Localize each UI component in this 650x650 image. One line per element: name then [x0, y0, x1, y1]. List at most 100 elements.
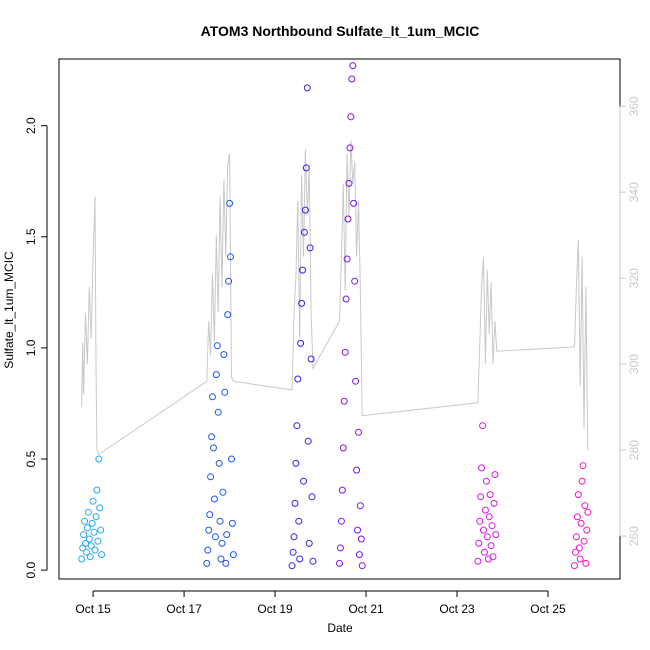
data-point: [353, 466, 361, 474]
data-point: [214, 408, 222, 416]
data-point: [219, 488, 227, 496]
y-tick-label: 1.0: [24, 339, 38, 356]
data-point: [485, 513, 493, 521]
data-point: [571, 562, 578, 570]
data-point: [356, 502, 364, 510]
data-point: [228, 455, 235, 463]
data-point: [491, 471, 499, 479]
data-point: [226, 199, 234, 207]
data-point: [572, 533, 580, 541]
data-point: [481, 548, 488, 556]
y2-tick-label: 360: [627, 96, 641, 116]
data-point: [210, 495, 218, 503]
x-axis: Oct 15 Oct 17 Oct 19 Oct 21 Oct 23 Oct 25: [75, 590, 566, 616]
data-point: [584, 508, 592, 516]
data-point: [573, 513, 581, 521]
data-point: [208, 433, 216, 441]
data-point: [345, 179, 353, 187]
data-point: [480, 526, 487, 534]
data-point: [293, 422, 301, 430]
data-point: [206, 511, 214, 519]
data-point: [224, 311, 232, 319]
data-point: [348, 75, 356, 83]
data-point: [86, 553, 94, 561]
y2-tick-label: 300: [627, 354, 641, 374]
data-point: [486, 491, 494, 499]
data-point: [581, 502, 589, 510]
data-point: [215, 459, 223, 467]
data-point: [84, 508, 92, 516]
data-point: [89, 497, 97, 505]
data-point: [90, 528, 98, 536]
data-point: [481, 506, 489, 514]
series-1: [78, 455, 106, 563]
y-tick-label: 0.0: [24, 561, 38, 578]
data-point: [336, 544, 344, 552]
data-point: [482, 477, 490, 485]
data-point: [291, 499, 299, 507]
data-point: [305, 539, 313, 547]
series-4: [336, 62, 366, 570]
data-point: [572, 548, 579, 556]
data-point: [580, 537, 588, 545]
data-point: [97, 526, 105, 534]
chart-title: ATOM3 Northbound Sulfate_lt_1um_MCIC: [201, 23, 480, 39]
data-point: [98, 551, 106, 559]
x-tick-label: Oct 15: [75, 602, 111, 616]
data-point: [349, 62, 357, 70]
data-point: [358, 562, 366, 570]
data-point: [83, 524, 91, 532]
y-tick-label: 2.0: [24, 117, 38, 134]
x-tick-label: Oct 17: [166, 602, 202, 616]
data-point: [289, 548, 297, 556]
data-point: [209, 393, 216, 401]
data-point: [308, 493, 316, 501]
data-point: [290, 533, 298, 541]
y-axis: 0.0 0.5 1.0 1.5 2.0: [24, 117, 48, 578]
data-point: [220, 351, 228, 359]
data-point: [221, 388, 229, 396]
data-point: [204, 546, 212, 554]
data-point: [336, 559, 343, 567]
data-point: [487, 542, 495, 550]
data-point: [337, 517, 345, 525]
data-point: [577, 519, 585, 527]
y-tick-label: 1.5: [24, 228, 38, 245]
data-point: [490, 499, 498, 507]
data-point: [205, 526, 213, 534]
data-point: [91, 546, 99, 554]
data-point: [295, 517, 303, 525]
data-point: [95, 455, 103, 463]
data-point: [350, 199, 358, 207]
data-point: [216, 517, 224, 525]
data-point: [288, 562, 296, 570]
data-point: [92, 513, 100, 521]
data-point: [300, 477, 307, 485]
data-point: [302, 164, 310, 172]
data-point: [476, 517, 484, 525]
secondary-series-line: [81, 140, 589, 456]
data-point: [229, 551, 237, 559]
data-point: [88, 519, 96, 527]
data-point: [352, 377, 360, 385]
data-point: [298, 299, 306, 307]
data-point: [309, 557, 317, 565]
x-tick-label: Oct 19: [257, 602, 293, 616]
data-point: [223, 531, 231, 539]
data-point: [83, 548, 90, 556]
data-point: [292, 459, 300, 467]
data-point: [304, 437, 312, 445]
data-point: [213, 342, 221, 350]
data-point: [303, 84, 311, 92]
data-point: [210, 444, 217, 452]
secondary-line-layer: [81, 140, 589, 456]
data-point: [340, 397, 348, 405]
data-point: [301, 206, 309, 214]
data-point: [575, 544, 583, 552]
data-point: [296, 555, 304, 563]
x-tick-label: Oct 25: [530, 602, 566, 616]
data-point: [218, 539, 226, 547]
data-point: [341, 348, 349, 356]
series-6: [571, 462, 592, 570]
